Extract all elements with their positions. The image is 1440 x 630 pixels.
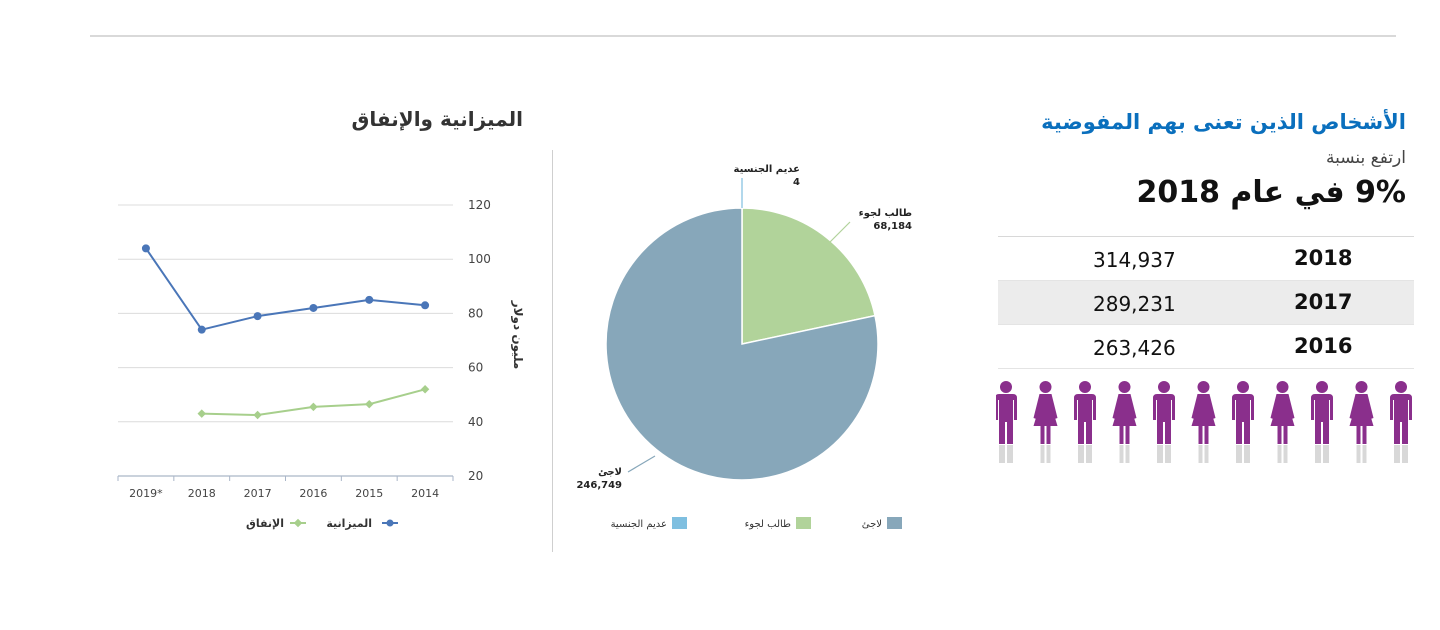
budget-point [253, 312, 262, 321]
spending-series-line [201, 388, 426, 417]
legend-swatch [796, 517, 811, 529]
legend-label: عديم الجنسية [611, 519, 667, 530]
man-figure-icon [1390, 381, 1412, 463]
budget-point [309, 303, 318, 312]
row-value: 263,426 [1093, 336, 1176, 360]
people-figures-row [996, 381, 1412, 463]
top-rule [90, 35, 1396, 37]
spending-point [309, 402, 318, 412]
table-row: 289,231 2017 [998, 281, 1414, 325]
pie-leader-line [627, 455, 656, 473]
man-figure-icon [996, 381, 1017, 463]
y-tick-label: 60 [468, 361, 483, 375]
man-figure-icon [1311, 381, 1333, 463]
woman-figure-icon [1270, 381, 1295, 463]
pie-slice-value: 4 [793, 177, 800, 188]
budget-line-chart: الميزانية والإنفاق 20 40 60 80 100 120 2014 20… [117, 107, 525, 530]
spending-point [420, 385, 430, 394]
legend-marker [293, 518, 303, 528]
row-value: 289,231 [1093, 292, 1176, 316]
man-figure-icon [1232, 381, 1254, 463]
pie-slice [605, 207, 879, 481]
row-year: 2018 [1294, 246, 1353, 270]
legend-swatch [887, 517, 902, 529]
legend-label: الميزانية [326, 517, 372, 530]
row-value: 314,937 [1093, 248, 1176, 272]
legend-label: الإنفاق [246, 517, 284, 530]
row-year: 2016 [1294, 334, 1353, 358]
woman-figure-icon [1033, 381, 1058, 463]
x-tick-label: 2016 [299, 487, 327, 500]
woman-figure-icon [1191, 381, 1216, 463]
y-tick-label: 80 [468, 306, 483, 320]
stats-table: 314,937 2018 289,231 2017 263,426 2016 [998, 236, 1414, 369]
legend-label: طالب لجوء [745, 519, 791, 530]
table-row: 314,937 2018 [998, 237, 1414, 281]
spending-point [365, 399, 374, 409]
x-tick-label: 2017 [244, 487, 272, 500]
man-figure-icon [1153, 381, 1175, 463]
x-tick-label: 2015 [355, 487, 383, 500]
woman-figure-icon [1112, 381, 1137, 463]
pie-slice-value: 68,184 [873, 221, 912, 232]
budget-chart-title: الميزانية والإنفاق [352, 107, 523, 131]
budget-series-line [145, 247, 426, 331]
y-tick-label: 100 [468, 252, 491, 266]
x-tick-label: 2014 [411, 487, 439, 500]
legend-label: لاجئ [862, 519, 882, 530]
budget-point [141, 244, 150, 253]
pie-leader-line [829, 221, 851, 243]
panel-divider [552, 150, 553, 552]
spending-point [253, 410, 262, 420]
pie-slice [741, 207, 876, 345]
pie-slice-name: طالب لجوء [859, 208, 912, 219]
row-year: 2017 [1294, 290, 1353, 314]
y-axis-label: مليون دولار [510, 300, 525, 370]
x-tick-label: 2019* [129, 487, 163, 500]
legend-marker [386, 519, 394, 527]
woman-figure-icon [1349, 381, 1374, 463]
man-figure-icon [1074, 381, 1096, 463]
x-tick-label: 2018 [188, 487, 216, 500]
pie-slice-name: عديم الجنسية [734, 164, 800, 175]
table-row: 263,426 2016 [998, 325, 1414, 369]
budget-point [421, 301, 430, 310]
pie-slice-name: لاجئ [598, 467, 622, 478]
pie-slice-value: 246,749 [576, 480, 622, 491]
increase-label: ارتفع بنسبة [1326, 148, 1406, 168]
increase-value: 9% في عام 2018 [1136, 175, 1406, 210]
legend-swatch [672, 517, 687, 529]
spending-point [197, 409, 206, 418]
y-tick-label: 20 [468, 469, 483, 483]
people-panel-title: الأشخاص الذين تعنى بهم المفوضية [1041, 110, 1406, 134]
budget-point [365, 295, 374, 304]
y-tick-label: 120 [468, 198, 491, 212]
y-tick-label: 40 [468, 415, 483, 429]
budget-point [197, 325, 206, 334]
